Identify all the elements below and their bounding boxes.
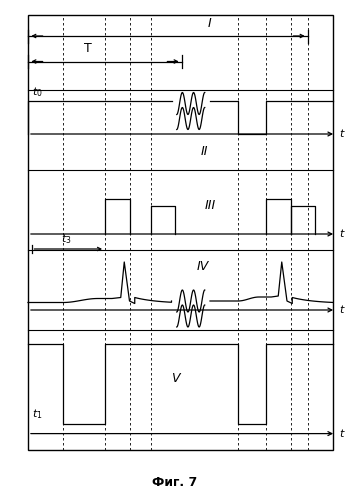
Text: t: t bbox=[340, 129, 344, 139]
Text: II: II bbox=[201, 145, 209, 158]
Text: IV: IV bbox=[197, 260, 209, 272]
Text: t: t bbox=[340, 305, 344, 315]
Text: t: t bbox=[340, 229, 344, 239]
Text: V: V bbox=[171, 372, 179, 384]
Text: $t_1$: $t_1$ bbox=[32, 408, 42, 421]
Text: I: I bbox=[208, 17, 212, 30]
Text: t: t bbox=[340, 428, 344, 438]
Text: III: III bbox=[204, 200, 216, 212]
Bar bbox=[28, 15, 332, 450]
Text: $t_3$: $t_3$ bbox=[61, 232, 72, 246]
Text: T: T bbox=[84, 42, 91, 56]
Text: Фиг. 7: Фиг. 7 bbox=[152, 476, 198, 489]
Text: $t_0$: $t_0$ bbox=[32, 84, 42, 98]
